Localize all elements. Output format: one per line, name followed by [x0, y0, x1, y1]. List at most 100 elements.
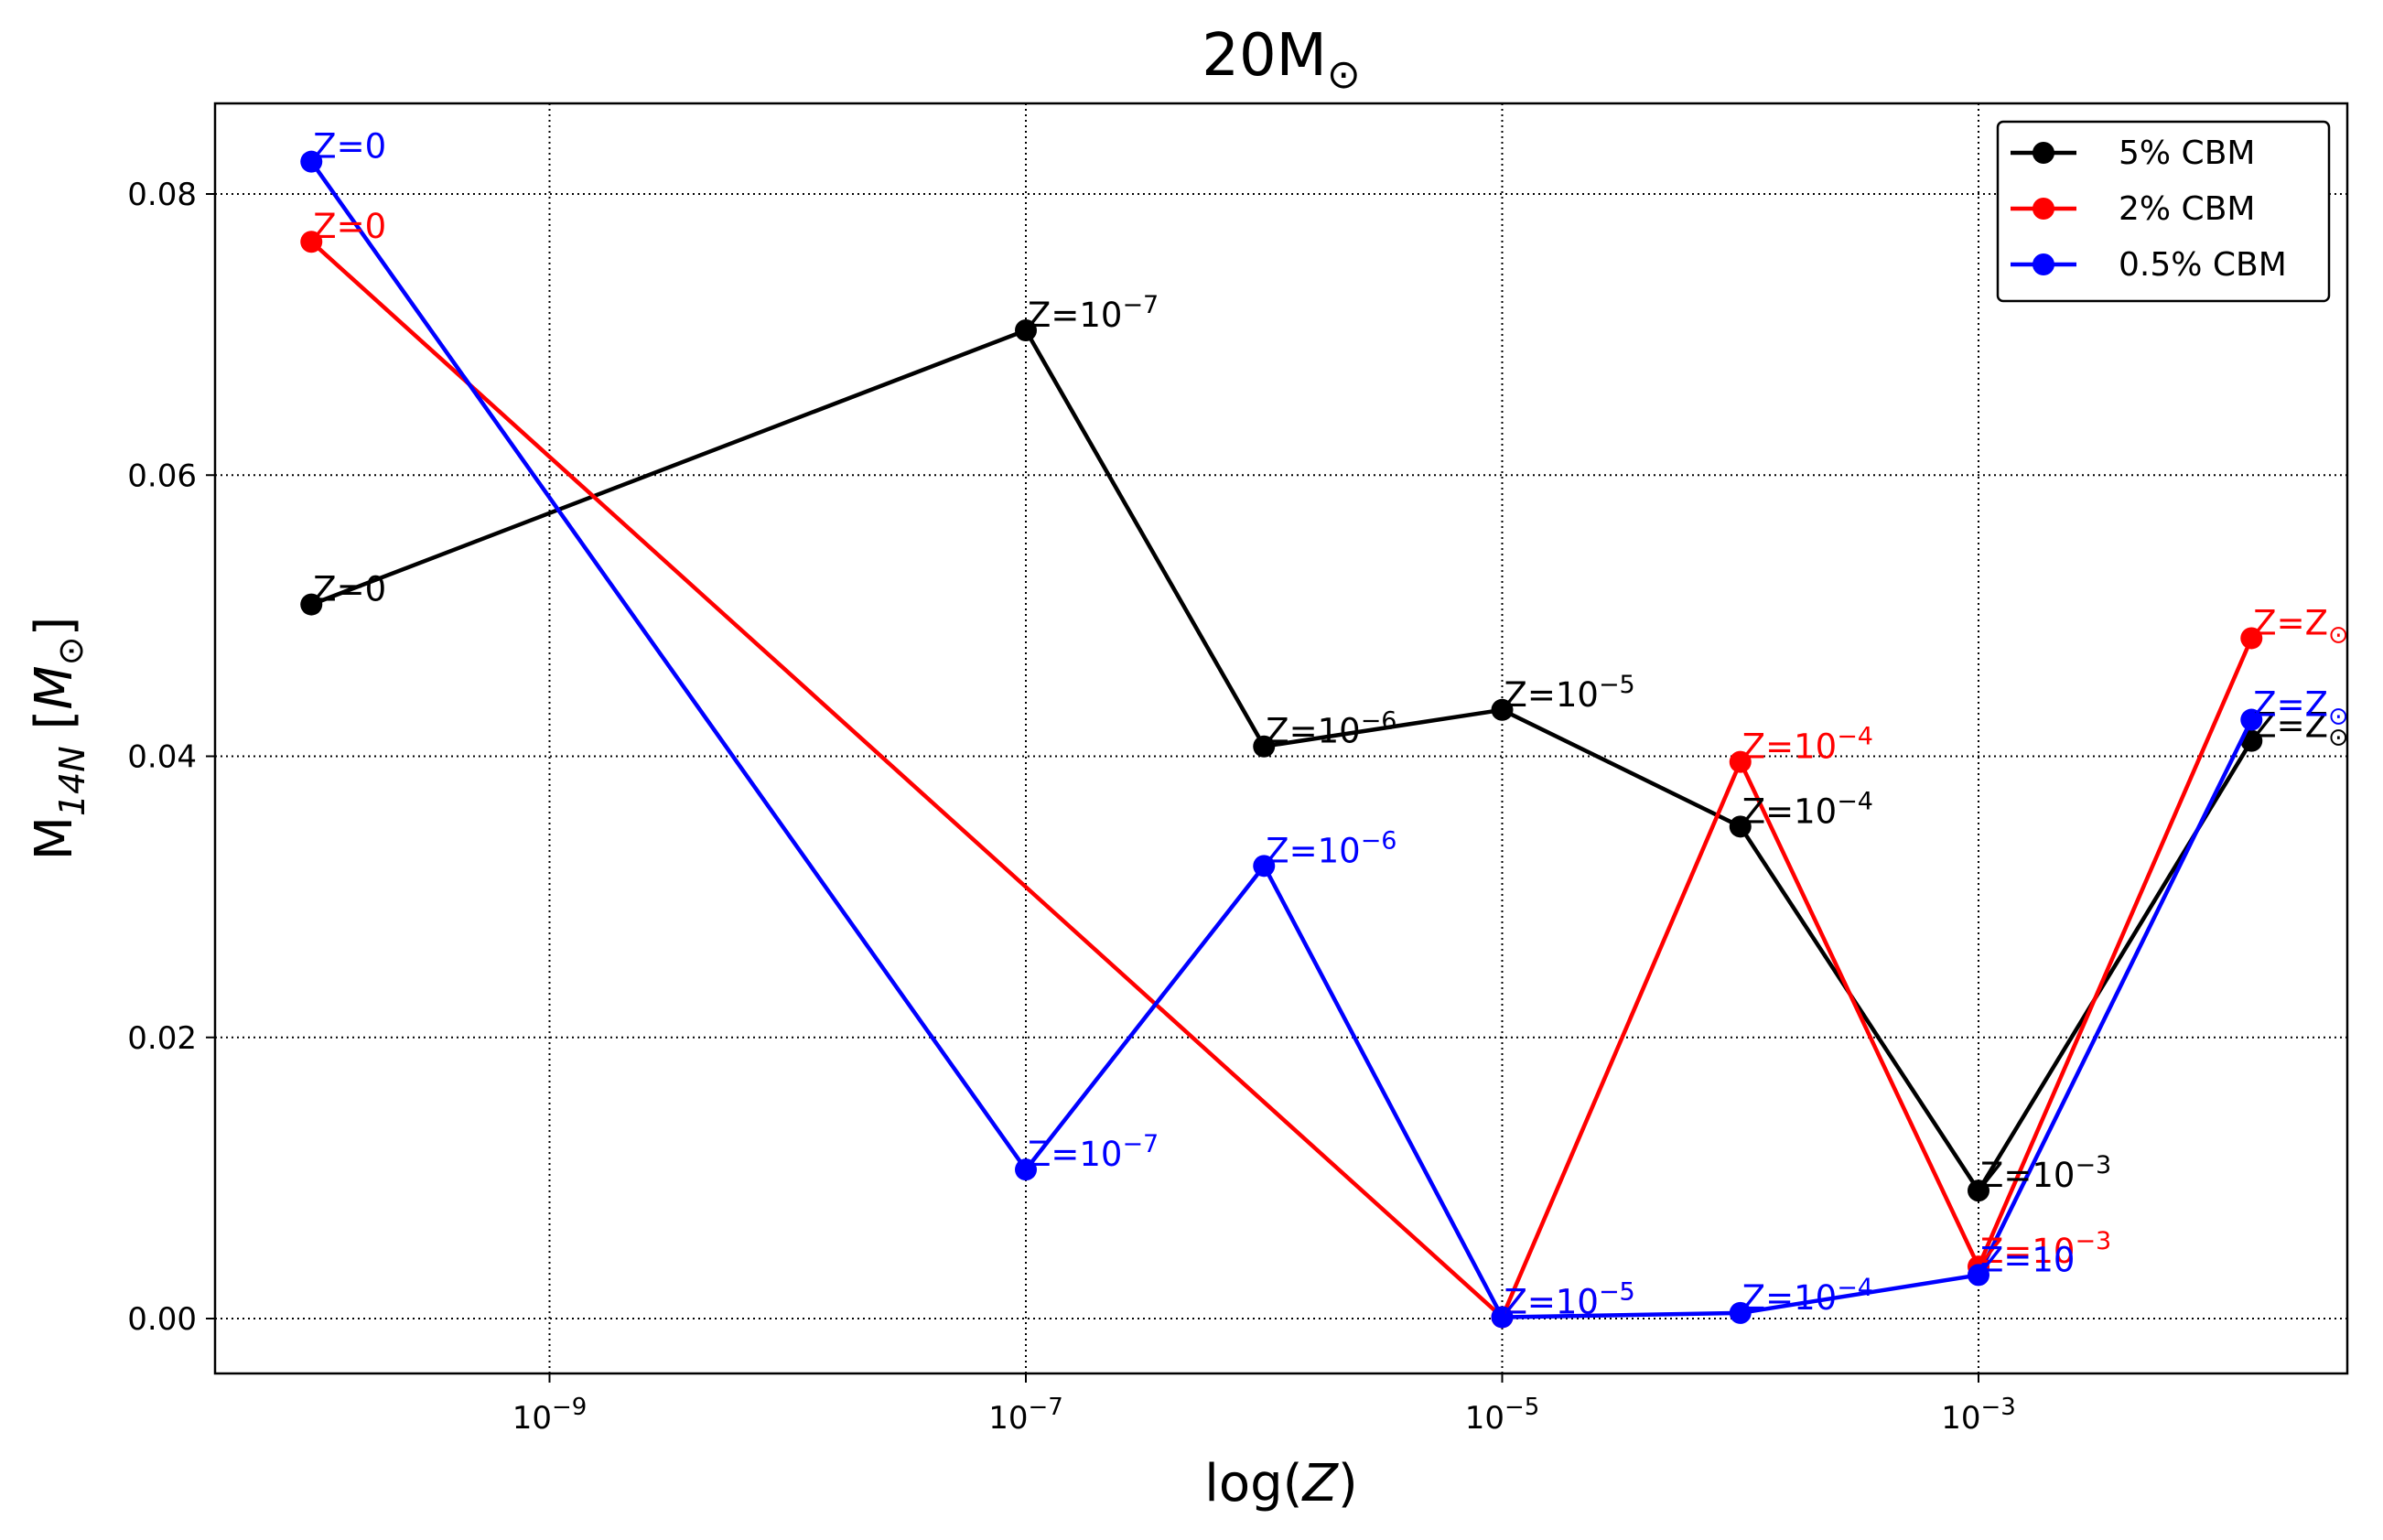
grid-layer	[215, 103, 2347, 1373]
point-label-base: Z=10	[1742, 792, 1837, 831]
x-axis-label-var: Z	[1300, 1454, 1339, 1513]
data-point	[1491, 698, 1514, 721]
legend-entry-label: 5% CBM	[2119, 135, 2255, 172]
point-label-exp: −5	[1599, 671, 1635, 699]
point-label-base: Z=10	[1028, 1135, 1122, 1174]
legend: 5% CBM 2% CBM 0.5% CBM	[1996, 120, 2331, 303]
point-label: Z=10−3	[1980, 1151, 2111, 1195]
point-label: Z=10−5	[1504, 1277, 1635, 1321]
y-tick-label: 0.02	[127, 1020, 197, 1057]
data-point	[1491, 1306, 1514, 1329]
legend-entry-label: 0.5% CBM	[2119, 246, 2287, 284]
point-label-base: Z=10	[1504, 675, 1599, 715]
tick-layer: 10−9 10−7 10−5 10−30.000.020.040.060.08	[127, 177, 2016, 1437]
data-point	[300, 231, 323, 253]
y-axis-label-unit: M	[25, 665, 84, 709]
data-point	[1015, 319, 1037, 342]
point-label: Z=10−6	[1266, 826, 1396, 870]
data-point	[300, 150, 323, 173]
data-point	[300, 593, 323, 616]
chart-title-sun: ⊙	[1327, 51, 1361, 98]
chart-title-main: 20M	[1202, 22, 1327, 90]
point-label: Z=10−7	[1028, 1130, 1159, 1174]
y-tick-label: 0.00	[127, 1301, 197, 1338]
y-axis-label-sub: 14N	[52, 746, 92, 816]
y-tick-label: 0.06	[127, 458, 197, 494]
y-axis-label-bracket-close: ]	[25, 617, 84, 637]
legend-box	[1996, 120, 2331, 303]
point-label-sub: ⊙	[2328, 703, 2349, 731]
point-label-base: Z=10	[1742, 727, 1837, 767]
point-label-base: Z=10	[1980, 1232, 2075, 1271]
point-label: Z=Z⊙	[2253, 685, 2348, 731]
series-layer	[300, 150, 2263, 1329]
point-label-sub: ⊙	[2328, 724, 2349, 752]
point-label-base: Z=10	[1980, 1156, 2075, 1195]
point-label-exp: −5	[1599, 1277, 1635, 1306]
x-tick-label-exp: −5	[1504, 1394, 1539, 1421]
point-label: Z=10−4	[1742, 787, 1873, 831]
point-label-sub: ⊙	[2328, 620, 2349, 649]
point-label: Z=10−4	[1742, 723, 1873, 767]
point-label-exp: −3	[2075, 1227, 2111, 1255]
point-label: Z=10	[1980, 1240, 2075, 1279]
point-label: Z=Z⊙	[2253, 706, 2348, 752]
point-label-base: Z=10	[1742, 1278, 1837, 1318]
data-point	[1968, 1264, 1989, 1287]
x-tick-label-base: 10	[512, 1400, 552, 1437]
x-tick-label: 10−3	[1941, 1394, 2016, 1437]
point-label-base: Z=10	[1266, 831, 1360, 870]
point-label-base: Z=10	[1266, 712, 1360, 751]
legend-marker	[2033, 198, 2054, 220]
point-label: Z=10−7	[1028, 291, 1159, 335]
point-label: Z=0	[313, 207, 386, 246]
point-label: Z=10−4	[1742, 1274, 1873, 1318]
point-label-base: Z=Z	[2253, 706, 2328, 746]
point-label-exp: −4	[1837, 723, 1873, 751]
y-tick-label: 0.04	[127, 739, 197, 776]
x-tick-label-base: 10	[1941, 1400, 1980, 1437]
point-label-base: Z=0	[313, 570, 386, 609]
point-label: Z=10−3	[1980, 1227, 2111, 1271]
data-point	[2240, 627, 2263, 650]
point-label-exp: −7	[1122, 291, 1159, 319]
legend-marker	[2033, 253, 2054, 275]
point-label-base: Z=10	[1980, 1240, 2075, 1279]
x-tick-label-base: 10	[988, 1400, 1028, 1437]
x-tick-label-exp: −9	[552, 1394, 587, 1421]
point-label-base: Z=0	[313, 207, 386, 246]
y-axis-label-bracket-open: [	[25, 710, 84, 747]
y-axis-label-m: M	[25, 816, 84, 860]
y-axis-label: M14N [M⊙]	[25, 617, 92, 861]
point-label-layer: Z=0Z=10−7Z=10−6Z=10−5Z=10−4Z=10−3Z=Z⊙Z=0…	[313, 127, 2348, 1322]
point-label-exp: −6	[1361, 707, 1397, 736]
point-label-exp: −7	[1122, 1130, 1159, 1158]
point-label-base: Z=10	[1504, 1282, 1599, 1321]
x-tick-label: 10−5	[1465, 1394, 1540, 1437]
point-label-base: Z=0	[313, 127, 386, 167]
x-tick-label-exp: −3	[1980, 1394, 2015, 1421]
point-label-base: Z=Z	[2253, 685, 2328, 725]
point-label-base: Z=Z	[2253, 603, 2328, 642]
x-axis-label: log(Z)	[1204, 1454, 1357, 1513]
point-label: Z=0	[313, 127, 386, 167]
point-label-exp: −6	[1361, 826, 1397, 855]
data-point	[1729, 815, 1752, 838]
x-tick-label-exp: −7	[1028, 1394, 1062, 1421]
point-label: Z=10−6	[1266, 707, 1396, 751]
x-tick-label: 10−7	[988, 1394, 1063, 1437]
y-axis-label-unit-sun: ⊙	[50, 636, 91, 665]
point-label-base: Z=10	[1504, 1282, 1599, 1321]
legend-marker	[2033, 142, 2054, 164]
point-label-exp: −4	[1837, 1274, 1873, 1302]
point-label: Z=0	[313, 570, 386, 609]
point-label: Z=10−5	[1504, 1277, 1635, 1321]
chart-title: 20M⊙	[1202, 22, 1361, 98]
data-point	[1729, 1301, 1752, 1324]
data-point	[1729, 750, 1752, 773]
x-axis-label-prefix: log(	[1204, 1454, 1302, 1513]
y-tick-label: 0.08	[127, 177, 197, 213]
point-label: Z=10−5	[1504, 671, 1635, 715]
data-point	[1253, 855, 1276, 878]
